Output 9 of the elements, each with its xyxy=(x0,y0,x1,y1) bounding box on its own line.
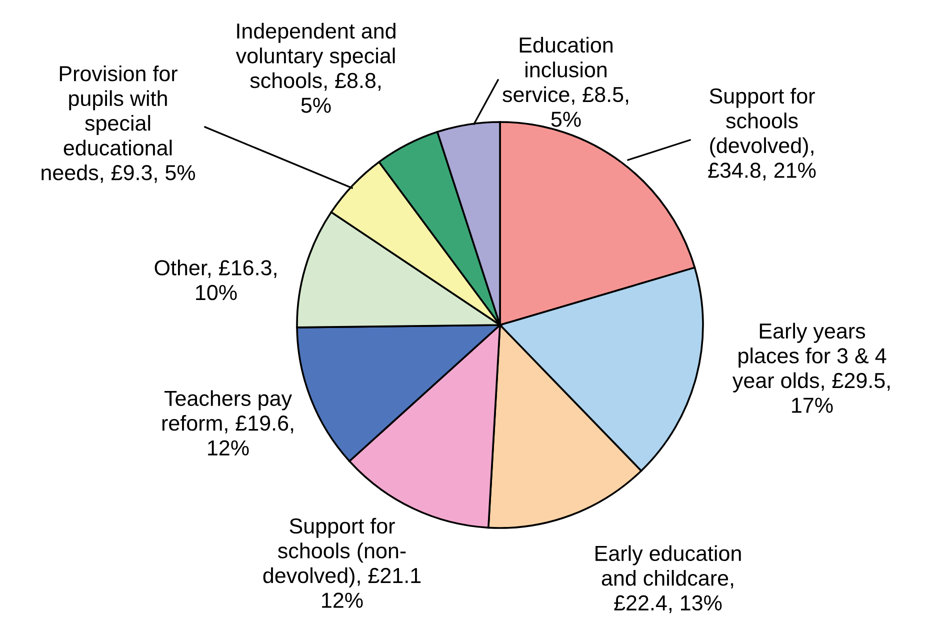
slice-label: Independent and voluntary special schools, £8.8, 5% xyxy=(236,22,396,113)
slice-label: Education inclusion service, £8.5, 5% xyxy=(502,36,628,127)
slice-label: Early education and childcare, £22.4, 13% xyxy=(596,545,741,614)
slice-label: Provision for pupils with special educational needs, £9.3, 5% xyxy=(42,65,196,183)
slice-label: Other, £16.3, 10% xyxy=(154,260,276,300)
slice-label: Support for schools (devolved), £34.8, 21% xyxy=(708,88,816,180)
slice-label: Early years places for 3 & 4 year olds, £29.5, 17% xyxy=(732,322,890,413)
slice-label: Support for schools (non- devolved), £21.1 12% xyxy=(263,518,421,608)
slice-label: Teachers pay reform, £19.6, 12% xyxy=(162,390,294,456)
